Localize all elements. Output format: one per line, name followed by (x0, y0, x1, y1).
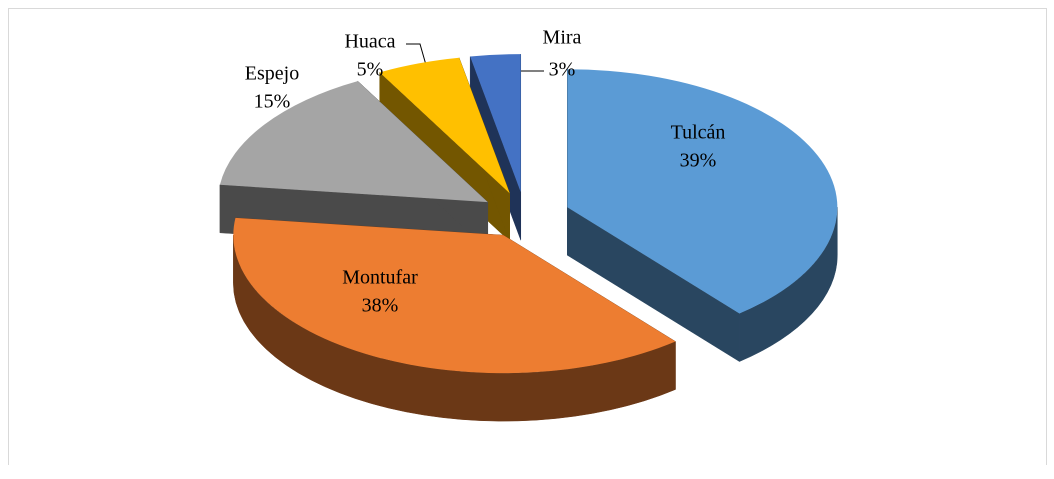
slice-top (567, 69, 838, 314)
slice-label: Tulcán (671, 122, 726, 144)
slice-top (470, 54, 521, 193)
slice-label: Montufar (342, 267, 418, 289)
slice-side (739, 207, 838, 362)
slice-value-label: 3% (549, 59, 576, 81)
slice-label: Espejo (245, 63, 299, 85)
slice-top (219, 81, 488, 203)
chart-border (8, 8, 1047, 465)
slice-top (379, 57, 510, 194)
slice-value-label: 15% (254, 91, 291, 113)
slice-top (233, 217, 676, 374)
slice-value-label: 5% (357, 59, 384, 81)
slice-value-label: 39% (680, 150, 717, 172)
slice-side (233, 235, 676, 422)
slice (567, 69, 838, 362)
slice-label: Huaca (344, 31, 395, 53)
slice (233, 217, 676, 422)
slice-value-label: 38% (362, 295, 399, 317)
slice-label: Mira (543, 27, 582, 49)
